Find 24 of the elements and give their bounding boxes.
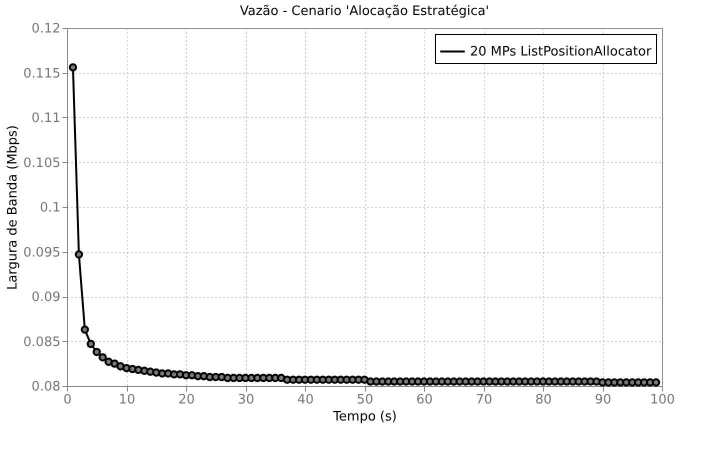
x-tick-label: 20 (178, 392, 195, 408)
x-tick-label: 40 (297, 392, 314, 408)
y-tick-label: 0.095 (23, 245, 60, 260)
y-tick-label: 0.115 (23, 66, 60, 82)
x-axis-title: Tempo (s) (332, 410, 397, 424)
y-tick-label: 0.12 (32, 22, 60, 36)
x-tick-label: 10 (118, 392, 136, 408)
x-tick-label: 70 (476, 392, 492, 408)
y-tick-label: 0.1 (40, 200, 60, 216)
y-tick-label: 0.11 (32, 111, 60, 126)
y-tick-label: 0.105 (23, 156, 60, 171)
y-axis-title: Largura de Banda (Mbps) (5, 125, 20, 290)
y-tick-label: 0.085 (23, 334, 60, 350)
x-tick-label: 50 (356, 392, 374, 408)
x-tick-label: 60 (416, 392, 433, 408)
legend-label: 20 MPs ListPositionAllocator (470, 44, 652, 60)
x-tick-label: 80 (535, 392, 552, 408)
y-tick-label: 0.09 (32, 290, 60, 305)
x-tick-label: 30 (238, 392, 254, 408)
x-tick-label: 90 (594, 392, 612, 408)
x-tick-label: 100 (650, 392, 675, 408)
chart-title: Vazão - Cenario 'Alocação Estratégica' (240, 4, 490, 19)
x-tick-label: 0 (63, 392, 72, 408)
y-tick-label: 0.08 (32, 380, 60, 394)
